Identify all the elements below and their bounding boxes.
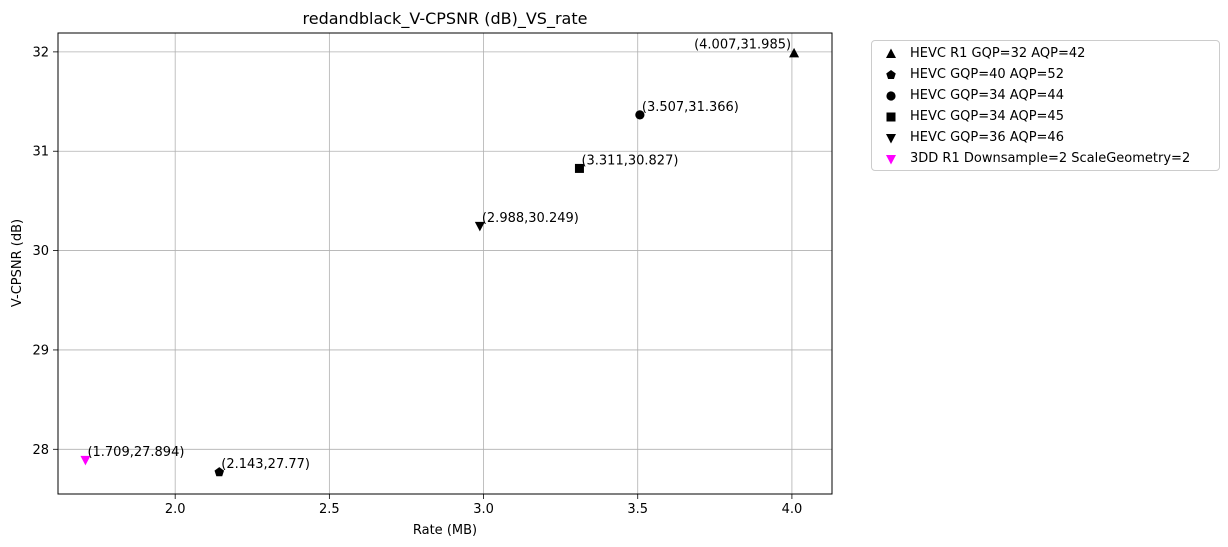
legend-marker	[872, 47, 910, 61]
legend-label: HEVC GQP=34 AQP=45	[910, 109, 1064, 124]
legend-label: 3DD R1 Downsample=2 ScaleGeometry=2	[910, 151, 1191, 166]
legend-label: HEVC GQP=40 AQP=52	[910, 67, 1064, 82]
legend-marker-shape	[886, 69, 896, 79]
legend-item: HEVC GQP=34 AQP=45	[872, 106, 1219, 127]
data-point	[80, 455, 91, 466]
data-point	[635, 110, 645, 120]
point-label: (3.507,31.366)	[642, 100, 739, 115]
legend-item: HEVC GQP=36 AQP=46	[872, 127, 1219, 148]
y-tick-label: 28	[32, 443, 49, 458]
legend-label: HEVC GQP=34 AQP=44	[910, 88, 1064, 103]
plot-frame	[57, 32, 833, 495]
y-tick-label: 32	[32, 45, 49, 60]
legend-marker	[872, 89, 910, 103]
point-label: (2.143,27.77)	[221, 457, 310, 472]
legend-label: HEVC R1 GQP=32 AQP=42	[910, 46, 1086, 61]
legend-item: HEVC R1 GQP=32 AQP=42	[872, 43, 1219, 64]
legend-marker-shape	[886, 112, 896, 121]
legend-label: HEVC GQP=36 AQP=46	[910, 130, 1064, 145]
legend-marker	[872, 68, 910, 82]
data-point	[789, 47, 800, 58]
legend-marker-shape	[886, 48, 896, 58]
x-tick-label: 2.5	[319, 502, 340, 517]
x-tick-label: 2.0	[165, 502, 186, 517]
point-labels: (4.007,31.985) (2.143,27.77) (3.507,31.366…	[87, 37, 791, 472]
chart-title: redandblack_V-CPSNR (dB)_VS_rate	[303, 9, 588, 29]
legend-marker-shape	[886, 133, 896, 143]
x-axis-ticks: 2.0 2.5 3.0 3.5 4.0	[165, 494, 802, 517]
legend-marker	[872, 110, 910, 124]
data-point	[574, 163, 584, 173]
y-tick-label: 30	[32, 244, 49, 259]
grid-lines	[58, 33, 832, 494]
data-point	[474, 221, 485, 232]
legend-item: 3DD R1 Downsample=2 ScaleGeometry=2	[872, 148, 1219, 169]
y-tick-label: 29	[32, 343, 49, 358]
legend-marker-shape	[886, 90, 896, 101]
legend-marker	[872, 152, 910, 166]
x-axis-label: Rate (MB)	[413, 523, 477, 538]
x-tick-label: 4.0	[782, 502, 803, 517]
legend-item: HEVC GQP=34 AQP=44	[872, 85, 1219, 106]
x-tick-label: 3.0	[473, 502, 494, 517]
y-axis-label: V-CPSNR (dB)	[10, 219, 25, 307]
legend-item: HEVC GQP=40 AQP=52	[872, 64, 1219, 85]
data-point	[214, 467, 225, 477]
legend-marker-shape	[886, 154, 896, 164]
point-label: (2.988,30.249)	[482, 211, 579, 226]
point-label: (1.709,27.894)	[87, 445, 184, 460]
y-tick-label: 31	[32, 145, 49, 160]
point-label: (3.311,30.827)	[581, 153, 678, 168]
legend: HEVC R1 GQP=32 AQP=42 HEVC GQP=40 AQP=52 H…	[871, 40, 1220, 171]
y-axis-ticks: 28 29 30 31 32	[32, 45, 58, 458]
legend-marker	[872, 131, 910, 145]
x-tick-label: 3.5	[627, 502, 648, 517]
data-points	[80, 47, 800, 477]
point-label: (4.007,31.985)	[694, 37, 791, 52]
